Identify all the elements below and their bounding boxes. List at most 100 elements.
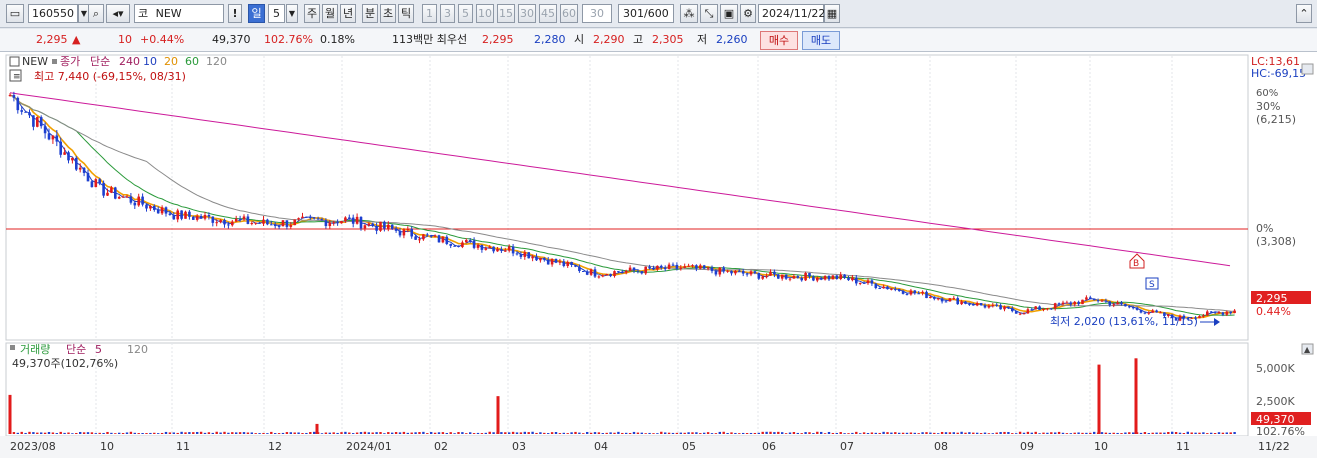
indicator-icon[interactable]: ⁂ <box>680 4 698 23</box>
count-field[interactable]: 301/600 <box>618 4 674 23</box>
volume-bar <box>40 432 43 434</box>
candle-body <box>812 276 815 281</box>
candle-body <box>683 266 686 268</box>
calendar-icon[interactable]: ▦ <box>824 4 840 23</box>
x-axis-label: 09 <box>1020 440 1034 453</box>
candle-body <box>375 226 378 231</box>
volume-bar <box>773 432 776 434</box>
low-label: 저 <box>697 33 708 46</box>
volume-spike <box>1097 364 1101 434</box>
volume-bar <box>355 432 359 434</box>
alert-button[interactable]: ! <box>228 4 242 23</box>
period-week-button[interactable]: 주 <box>304 4 320 23</box>
minute-45-button[interactable]: 45 <box>539 4 557 23</box>
search-icon[interactable]: ⌕ <box>88 4 104 23</box>
period-year-button[interactable]: 년 <box>340 4 356 23</box>
volume-bar <box>757 432 760 434</box>
volume-bar <box>699 433 702 434</box>
candle-body <box>757 272 761 279</box>
volume-bar <box>86 432 90 434</box>
candle-body <box>1124 304 1127 307</box>
volume-bar <box>500 432 503 434</box>
period-second-button[interactable]: 초 <box>380 4 396 23</box>
speaker-icon[interactable]: ◂▾ <box>106 4 130 23</box>
minute-15-button[interactable]: 15 <box>497 4 515 23</box>
window-icon[interactable]: ▭ <box>6 4 24 23</box>
volume-bar <box>324 432 328 434</box>
volume-bar <box>457 432 460 434</box>
volume-bar <box>664 432 667 434</box>
volume-bar <box>262 432 265 434</box>
minute-5-button[interactable]: 5 <box>458 4 473 23</box>
volume-bar <box>652 433 655 434</box>
volume-bar <box>1026 431 1030 434</box>
volume-bar <box>1198 432 1201 434</box>
minute-3-button[interactable]: 3 <box>440 4 455 23</box>
moving-average-line <box>9 94 1235 312</box>
candle-body <box>531 256 534 259</box>
volume-bar <box>394 432 398 434</box>
volume-bar <box>1089 432 1092 434</box>
volume-bar <box>426 433 429 434</box>
candle-body <box>952 298 956 300</box>
candle-body <box>722 267 725 272</box>
panel-up-icon[interactable] <box>1301 343 1314 355</box>
period-tick-button[interactable]: 틱 <box>398 4 414 23</box>
candle-body <box>1206 311 1209 316</box>
minute-10-button[interactable]: 10 <box>476 4 494 23</box>
gear-icon[interactable]: ⚙ <box>740 4 756 23</box>
candle-body <box>667 264 671 270</box>
volume-bar <box>106 431 109 434</box>
candle-body <box>956 298 959 305</box>
candle-body <box>394 228 398 231</box>
volume-bar <box>207 432 211 434</box>
period-dropdown-icon[interactable]: ▼ <box>286 4 298 23</box>
volume-bar <box>215 431 218 434</box>
volume-bar <box>1210 432 1213 434</box>
collapse-icon[interactable]: ⌃ <box>1296 4 1312 23</box>
panel-scroll-icon[interactable] <box>1301 63 1314 75</box>
volume-bar <box>847 433 850 434</box>
candle-body <box>656 265 659 270</box>
volume-bar <box>1190 432 1193 434</box>
price-panel <box>5 54 1249 341</box>
volume-bar <box>94 433 97 434</box>
minute-select[interactable]: 30 <box>582 4 612 23</box>
stock-chart[interactable]: NEW 종가 단순 240 10 20 60 120 ≡ 최고 7,440 (-… <box>0 52 1317 458</box>
stock-name-field[interactable]: 코 NEW <box>134 4 224 23</box>
svg-text:≡: ≡ <box>13 72 21 82</box>
buy-button[interactable]: 매수 <box>760 31 798 50</box>
date-field[interactable]: 2024/11/22 <box>758 4 825 23</box>
candle-body <box>78 167 82 170</box>
candle-body <box>125 196 129 198</box>
candle-body <box>355 216 359 224</box>
candle-body <box>47 133 51 140</box>
minute-60-button[interactable]: 60 <box>560 4 578 23</box>
candle-body <box>426 234 429 236</box>
minute-1-button[interactable]: 1 <box>422 4 437 23</box>
candle-body <box>153 205 156 210</box>
period-number-field[interactable]: 5 <box>268 4 285 23</box>
volume-bar <box>535 432 538 434</box>
volume-bar <box>933 432 936 434</box>
candle-body <box>940 298 944 302</box>
candle-body <box>933 296 936 299</box>
price-change: 10 <box>118 33 132 46</box>
stock-code-input[interactable]: 160550 <box>28 4 78 23</box>
period-day-button[interactable]: 일 <box>248 4 265 23</box>
current-price-tag <box>1251 291 1311 304</box>
period-month-button[interactable]: 월 <box>322 4 338 23</box>
volume-bar <box>16 432 19 434</box>
volume-bar <box>504 432 507 434</box>
candle-body <box>192 216 195 220</box>
minute-30-button[interactable]: 30 <box>518 4 536 23</box>
volume-bar <box>301 433 304 434</box>
candle-body <box>1186 318 1190 320</box>
volume-legend-ma120: 120 <box>127 343 148 356</box>
sell-button[interactable]: 매도 <box>802 31 840 50</box>
volume-bar <box>1073 432 1076 434</box>
period-minute-button[interactable]: 분 <box>362 4 378 23</box>
volume-bar <box>223 431 226 434</box>
save-icon[interactable]: ▣ <box>720 4 738 23</box>
compare-icon[interactable]: ⤡ <box>700 4 718 23</box>
